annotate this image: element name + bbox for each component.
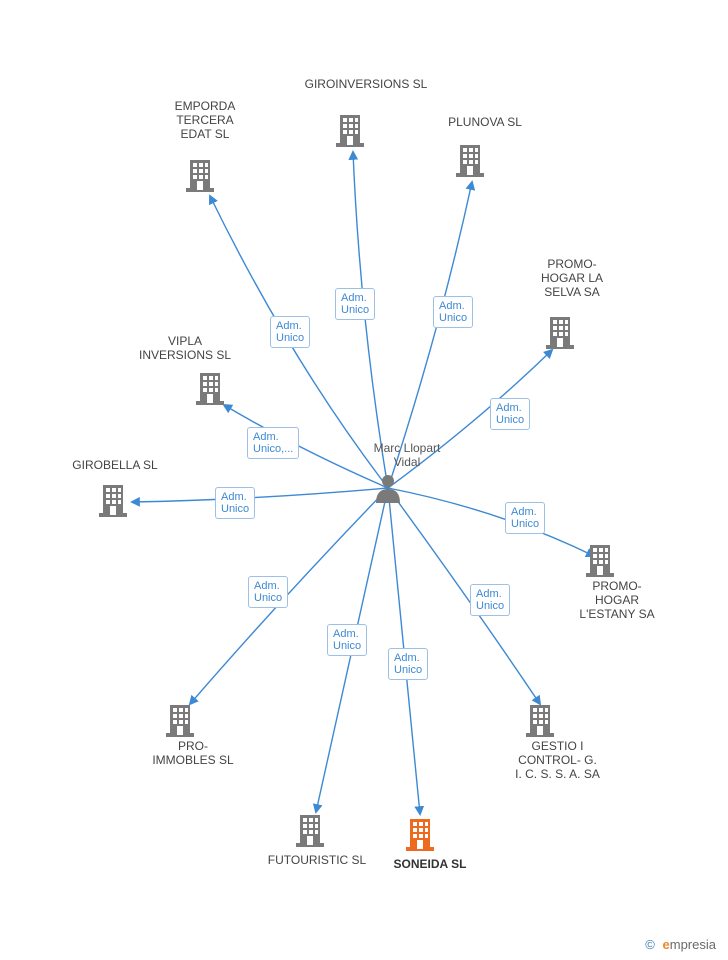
edge-label: Adm. Unico xyxy=(335,288,375,320)
edge-label: Adm. Unico xyxy=(433,296,473,328)
company-label: GIROINVERSIONS SL xyxy=(296,78,436,92)
center-person-label: Marc Llopart Vidal xyxy=(362,442,452,470)
edge-label: Adm. Unico xyxy=(505,502,545,534)
edge-label: Adm. Unico xyxy=(327,624,367,656)
company-label: GESTIO I CONTROL- G. I. C. S. S. A. SA xyxy=(505,740,610,781)
building-icon xyxy=(196,371,224,405)
edge xyxy=(388,488,594,556)
brand-first-letter: e xyxy=(663,937,670,952)
building-icon xyxy=(406,817,434,851)
company-label: PROMO- HOGAR LA SELVA SA xyxy=(532,258,612,299)
edge xyxy=(190,488,388,704)
company-label: PLUNOVA SL xyxy=(430,116,540,130)
edge-label: Adm. Unico,... xyxy=(247,427,299,459)
edges-layer xyxy=(0,0,728,960)
edge-label: Adm. Unico xyxy=(248,576,288,608)
edge-label: Adm. Unico xyxy=(215,487,255,519)
company-label: PROMO- HOGAR L'ESTANY SA xyxy=(572,580,662,621)
edge-label: Adm. Unico xyxy=(490,398,530,430)
edge-label: Adm. Unico xyxy=(388,648,428,680)
building-icon xyxy=(99,483,127,517)
building-icon xyxy=(586,543,614,577)
building-icon xyxy=(296,813,324,847)
copyright-symbol: © xyxy=(645,937,655,952)
brand-rest: mpresia xyxy=(670,937,716,952)
edge-label: Adm. Unico xyxy=(270,316,310,348)
person-icon xyxy=(374,473,402,503)
building-icon xyxy=(526,703,554,737)
company-label: EMPORDA TERCERA EDAT SL xyxy=(165,100,245,141)
building-icon xyxy=(456,143,484,177)
company-label: GIROBELLA SL xyxy=(60,459,170,473)
company-label: VIPLA INVERSIONS SL xyxy=(130,335,240,363)
edge xyxy=(132,488,388,502)
building-icon xyxy=(186,158,214,192)
network-diagram: Marc Llopart Vidal EMPORDA TERCERA EDAT S… xyxy=(0,0,728,960)
edge-label: Adm. Unico xyxy=(470,584,510,616)
company-label: SONEIDA SL xyxy=(370,858,490,872)
company-label: PRO- IMMOBLES SL xyxy=(143,740,243,768)
building-icon xyxy=(336,113,364,147)
footer: © empresia xyxy=(645,937,716,952)
building-icon xyxy=(546,315,574,349)
company-label: FUTOURISTIC SL xyxy=(252,854,382,868)
building-icon xyxy=(166,703,194,737)
